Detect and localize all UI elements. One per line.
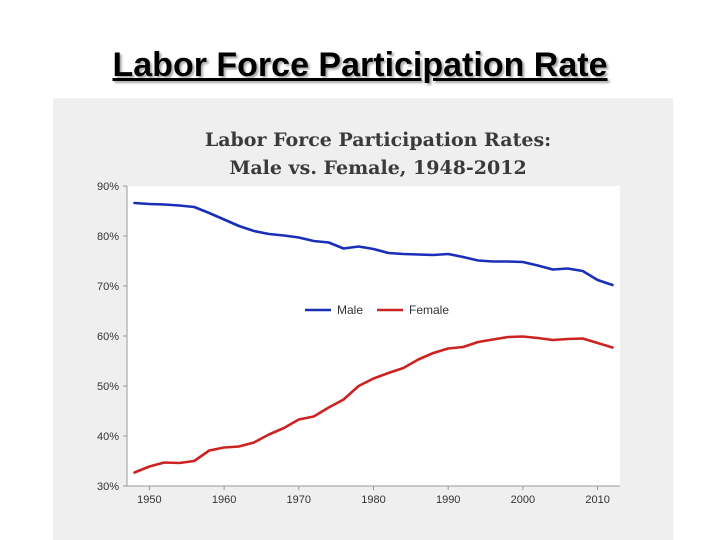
y-tick-label: 80% xyxy=(97,231,119,243)
x-axis: 1950 1960 1970 1980 1990 2000 2010 xyxy=(127,485,620,506)
legend-label-male: Male xyxy=(337,303,363,317)
y-tick-label: 30% xyxy=(97,481,119,493)
x-tick-label: 2010 xyxy=(585,494,609,506)
x-tick-label: 1950 xyxy=(137,494,161,506)
series-layer xyxy=(133,201,614,474)
y-tick-label: 60% xyxy=(97,331,119,343)
series-line-male xyxy=(133,201,614,287)
legend-label-female: Female xyxy=(409,303,449,317)
x-tick-label: 1970 xyxy=(287,494,311,506)
x-tick-label: 1990 xyxy=(436,494,460,506)
y-tick-label: 90% xyxy=(97,181,119,193)
chart-title-line-2: Male vs. Female, 1948-2012 xyxy=(229,157,526,179)
y-tick-label: 70% xyxy=(97,281,119,293)
y-tick-label: 50% xyxy=(97,381,119,393)
chart-title: Labor Force Participation Rates: Male vs… xyxy=(205,129,551,179)
series-line-female xyxy=(133,335,614,474)
y-tick-label: 40% xyxy=(97,431,119,443)
plot-area xyxy=(127,186,620,486)
chart-title-line-1: Labor Force Participation Rates: xyxy=(205,129,551,151)
slide-title: Labor Force Participation Rate xyxy=(112,46,608,84)
y-axis: 30% 40% 50% 60% 70% 80% 90% xyxy=(97,181,128,493)
chart-panel: Labor Force Participation Rates: Male vs… xyxy=(53,98,673,540)
x-tick-label: 1980 xyxy=(361,494,385,506)
x-tick-label: 1960 xyxy=(212,494,236,506)
line-chart: Labor Force Participation Rates: Male vs… xyxy=(97,129,620,506)
plot-background xyxy=(127,186,620,486)
x-tick-label: 2000 xyxy=(511,494,535,506)
legend: Male Female xyxy=(305,303,449,317)
